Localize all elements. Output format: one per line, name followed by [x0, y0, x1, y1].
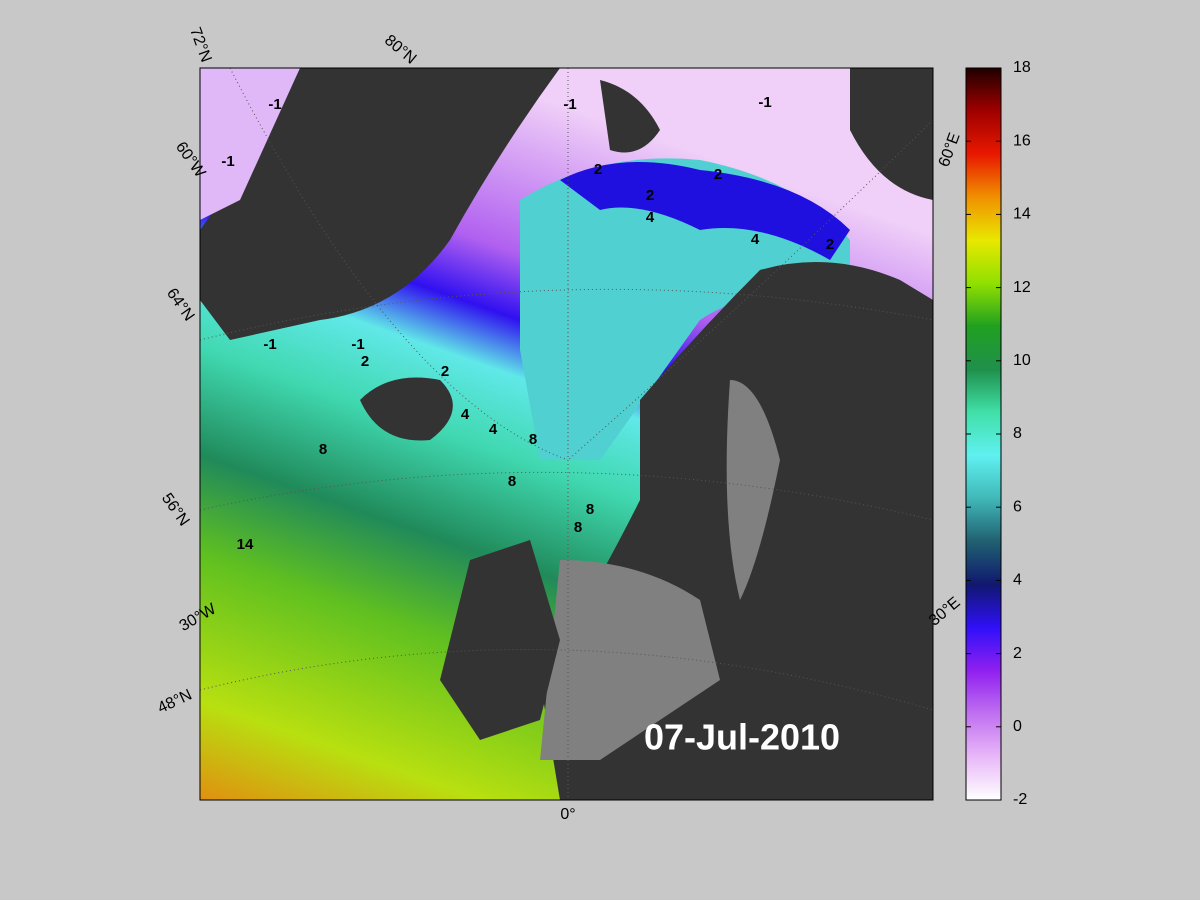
- contour-label: 8: [319, 441, 327, 458]
- land-novaya-zemlya: [850, 68, 933, 200]
- contour-label: 4: [646, 209, 655, 226]
- colorbar-tick-label: 12: [1013, 279, 1031, 296]
- graticule-label: 0°: [560, 806, 575, 823]
- graticule-label: 80°N: [381, 32, 419, 68]
- graticule: [200, 68, 933, 800]
- north-sea-mask: [540, 560, 720, 760]
- colorbar-tick-label: 4: [1013, 572, 1022, 589]
- contour-label: 8: [574, 519, 582, 536]
- land-svalbard: [600, 80, 660, 153]
- contour-label: 4: [751, 231, 760, 248]
- contour-label: -1: [221, 153, 234, 170]
- colorbar-tick-label: 14: [1013, 206, 1031, 223]
- arctic-ice: [200, 68, 300, 220]
- graticule-label: 48°N: [155, 686, 195, 717]
- map-area: [200, 68, 933, 800]
- contour-label: -1: [263, 336, 276, 353]
- contour-label: 2: [361, 353, 369, 370]
- cold-front: [560, 162, 850, 260]
- colorbar-tick-label: 16: [1013, 132, 1031, 149]
- graticule-label: 60°E: [936, 131, 964, 170]
- baltic-mask: [726, 380, 780, 600]
- contour-label: 14: [237, 536, 254, 553]
- land-iceland: [360, 377, 453, 441]
- contour-label: 2: [594, 161, 602, 178]
- graticule-label: 64°N: [163, 285, 197, 324]
- land-greenland: [200, 68, 560, 340]
- contour-label: -1: [268, 96, 281, 113]
- contour-label: 8: [529, 431, 537, 448]
- contour-label: 2: [714, 166, 722, 183]
- contour-label: -1: [563, 96, 576, 113]
- graticule-label: 56°N: [158, 490, 192, 529]
- contour-label: -1: [351, 336, 364, 353]
- contour-label: 2: [826, 236, 834, 253]
- contour-label: 4: [461, 406, 470, 423]
- colorbar-tick-label: 10: [1013, 352, 1031, 369]
- map-frame: [199, 67, 934, 801]
- contour-label: -1: [758, 94, 771, 111]
- colorbar-tick-label: 6: [1013, 498, 1022, 515]
- graticule-label: 72°N: [186, 25, 214, 64]
- colorbar-tick-label: 8: [1013, 425, 1022, 442]
- colorbar: [965, 67, 1002, 801]
- contour-label: 2: [646, 187, 654, 204]
- contour-label: 8: [508, 473, 516, 490]
- norwegian-sea: [520, 158, 850, 460]
- land-britain: [440, 540, 560, 740]
- colorbar-tick-label: 18: [1013, 59, 1031, 76]
- contour-label: 4: [489, 421, 498, 438]
- colorbar-tick-label: 2: [1013, 645, 1022, 662]
- colorbar-tick-label: 0: [1013, 718, 1022, 735]
- colorbar-tick-label: -2: [1013, 791, 1027, 808]
- date-label: 07-Jul-2010: [644, 717, 840, 758]
- contour-label: 8: [586, 501, 594, 518]
- contour-label: 2: [441, 363, 449, 380]
